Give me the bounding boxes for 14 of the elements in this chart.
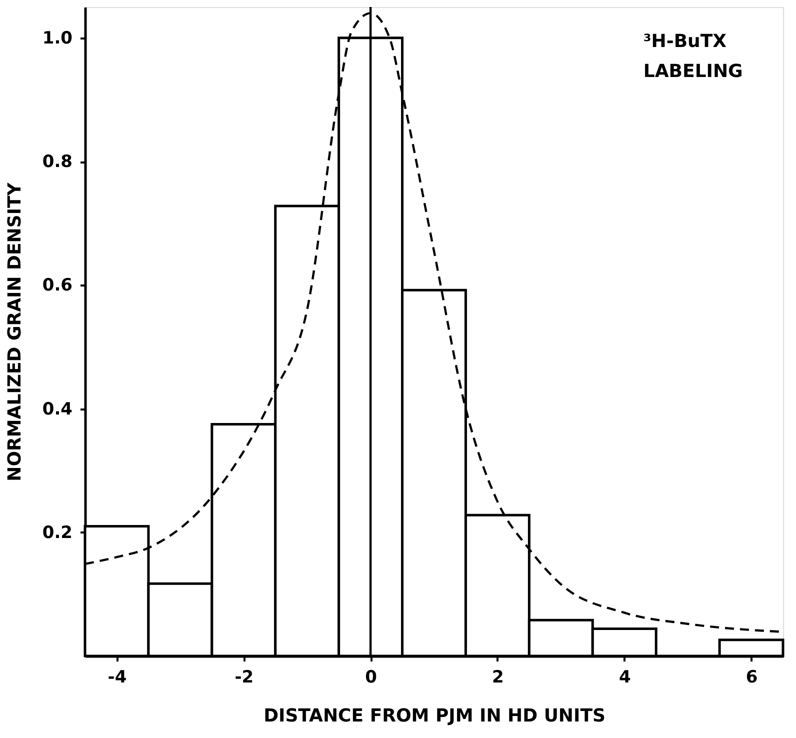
x-tick-label: 0 bbox=[365, 668, 378, 688]
x-axis-title: DISTANCE FROM PJM IN HD UNITS bbox=[264, 706, 606, 726]
annotation: ³H-BuTX LABELING bbox=[643, 30, 743, 82]
y-tick-label: 0.4 bbox=[42, 399, 73, 420]
y-tick-label: 0.8 bbox=[42, 152, 72, 172]
x-tick-label: 6 bbox=[746, 668, 758, 688]
y-tick-label: 0.6 bbox=[42, 276, 72, 296]
x-tick-label: -2 bbox=[234, 668, 254, 688]
y-axis-title: NORMALIZED GRAIN DENSITY bbox=[4, 182, 26, 482]
y-tick-label: 0.2 bbox=[42, 522, 72, 543]
x-tick-label: -4 bbox=[108, 668, 127, 688]
y-tick-label: 1.0 bbox=[42, 28, 73, 48]
x-tick-label: 2 bbox=[492, 668, 504, 688]
x-tick-label: 4 bbox=[618, 668, 631, 688]
